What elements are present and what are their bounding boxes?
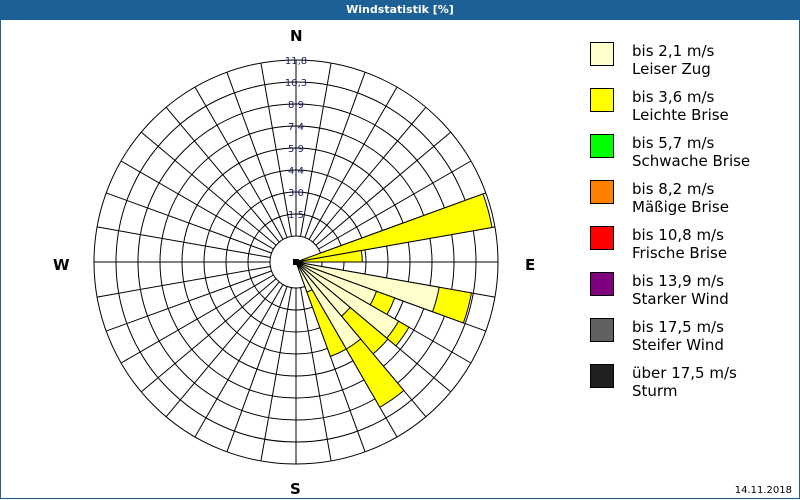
legend-range: bis 2,1 m/s bbox=[632, 42, 715, 60]
radial-tick-label: 5,9 bbox=[288, 144, 304, 155]
legend-range: bis 8,2 m/s bbox=[632, 180, 715, 198]
radial-tick-label: 11,8 bbox=[285, 56, 307, 67]
radial-tick-label: 8,9 bbox=[288, 100, 304, 111]
legend-label: Leichte Brise bbox=[632, 106, 729, 124]
radial-tick-label: 4,4 bbox=[288, 166, 304, 177]
legend-swatch bbox=[590, 272, 614, 296]
radial-tick-label: 10,3 bbox=[285, 78, 307, 89]
legend-label: Leiser Zug bbox=[632, 60, 711, 78]
compass-east: E bbox=[525, 256, 536, 274]
legend-swatch bbox=[590, 134, 614, 158]
compass-west: W bbox=[53, 256, 70, 274]
date-stamp: 14.11.2018 bbox=[734, 485, 792, 496]
chart-title: Windstatistik [%] bbox=[0, 0, 800, 20]
legend-label: Starker Wind bbox=[632, 290, 729, 308]
legend-swatch bbox=[590, 318, 614, 342]
radial-tick-label: 1,5 bbox=[288, 210, 304, 221]
legend-swatch bbox=[590, 42, 614, 66]
compass-south: S bbox=[290, 480, 301, 498]
legend-swatch bbox=[590, 226, 614, 250]
legend-range: bis 17,5 m/s bbox=[632, 318, 724, 336]
legend-swatch bbox=[590, 88, 614, 112]
radial-tick-label: 7,4 bbox=[288, 122, 304, 133]
legend-range: bis 3,6 m/s bbox=[632, 88, 715, 106]
legend-label: Mäßige Brise bbox=[632, 198, 729, 216]
legend-range: bis 10,8 m/s bbox=[632, 226, 724, 244]
legend-swatch bbox=[590, 364, 614, 388]
legend-swatch bbox=[590, 180, 614, 204]
legend-range: über 17,5 m/s bbox=[632, 364, 737, 382]
legend-label: Sturm bbox=[632, 382, 678, 400]
radial-tick-label: 3,0 bbox=[288, 188, 304, 199]
legend-label: Steifer Wind bbox=[632, 336, 724, 354]
legend-label: Frische Brise bbox=[632, 244, 728, 262]
legend-range: bis 13,9 m/s bbox=[632, 272, 724, 290]
compass-north: N bbox=[290, 27, 303, 45]
legend-label: Schwache Brise bbox=[632, 152, 751, 170]
legend-range: bis 5,7 m/s bbox=[632, 134, 715, 152]
